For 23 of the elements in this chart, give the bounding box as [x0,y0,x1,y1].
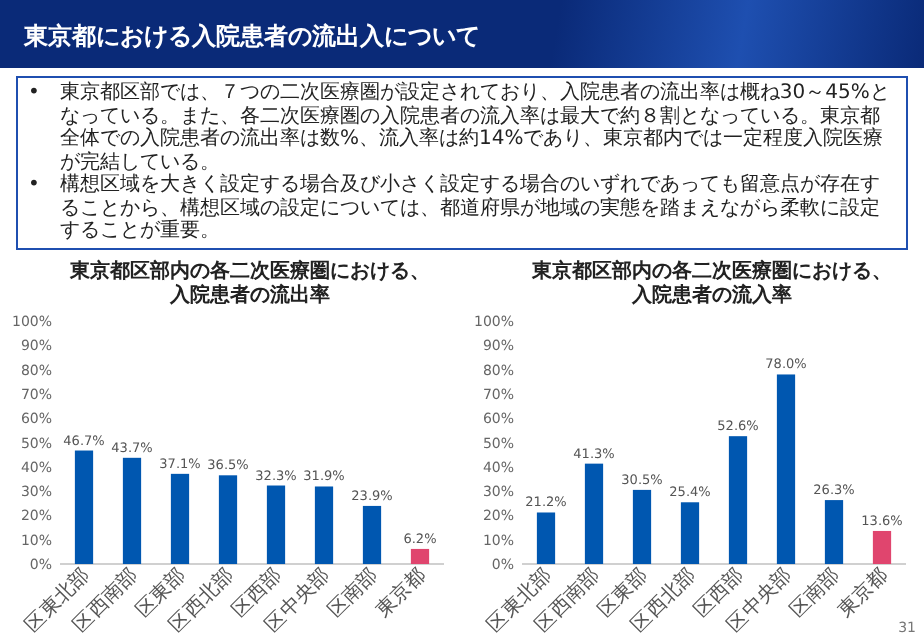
bar [314,486,334,564]
bar [218,475,238,564]
text: • 東京都区部では、７つの二次医療圏が設定されており、入院患者の流出率は概ね30～45%となっている。また、各二次医療圏の入院患者の流入率は最大で約８割となっている。東京都全体での入院患者の流出率は数%、流入率は約14%であり、東京都内では一定程度入院医療が完結している。 [28,82,892,173]
bar [776,374,796,564]
bar [74,450,94,564]
bar [122,457,142,564]
bar [680,502,700,564]
bar [410,548,430,564]
bar [584,463,604,564]
bar [170,473,190,564]
bar [872,530,892,564]
chart-subtitle: 入院患者の流出率 [168,283,330,307]
bar [728,436,748,564]
bar [266,485,286,564]
text: 東京都における入院患者の流出入について [24,20,480,54]
chart-title: 東京都区部内の各二次医療圏における、 [68,259,430,283]
bar [632,489,652,564]
bar [824,500,844,564]
bar [362,505,382,564]
chart-title: 東京都区部内の各二次医療圏における、 [530,259,892,283]
text: • 構想区域を大きく設定する場合及び小さく設定する場合のいずれであっても留意点が存在することから、構想区域の設定については、都道府県が地域の実態を踏まえながら柔軟に設定することが重要。 [28,174,882,243]
chart-subtitle: 入院患者の流入率 [630,283,792,307]
bar [536,512,556,564]
